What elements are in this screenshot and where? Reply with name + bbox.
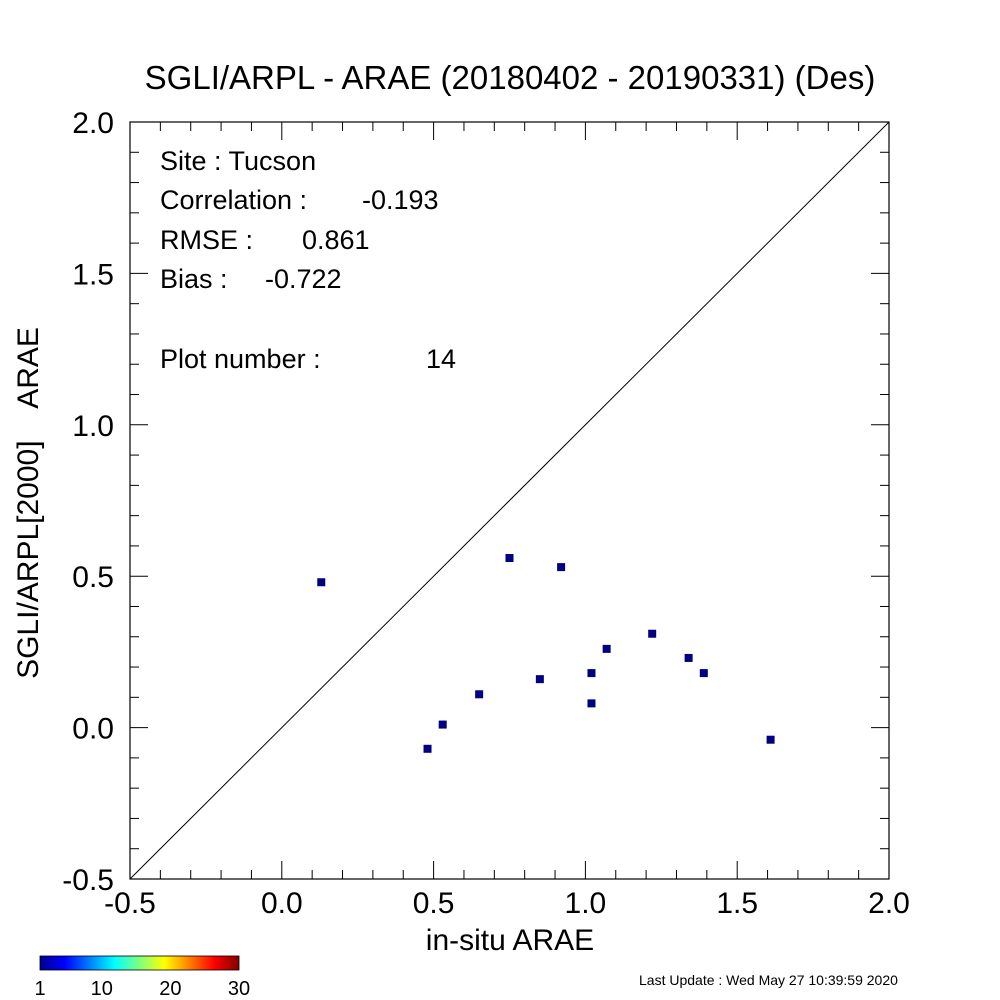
data-point xyxy=(317,578,326,587)
colorbar xyxy=(39,955,240,971)
colorbar-tick-label: 20 xyxy=(159,978,181,1000)
correlation-value: -0.193 xyxy=(362,185,439,215)
x-tick-label: -0.5 xyxy=(104,887,156,920)
data-point xyxy=(475,690,484,699)
y-tick-labels: -0.5 0.0 0.5 1.0 1.5 2.0 xyxy=(62,107,114,897)
stats-annotation: Site : Tucson Correlation : -0.193 RMSE … xyxy=(160,146,456,374)
colorbar-labels: 1 10 20 30 xyxy=(34,978,250,1000)
plot-number-label: Plot number : xyxy=(160,344,321,374)
chart-title: SGLI/ARPL - ARAE (20180402 - 20190331) (… xyxy=(145,59,876,96)
x-tick-label: 0.5 xyxy=(413,887,455,920)
x-tick-label: 0.0 xyxy=(261,887,303,920)
one-to-one-line xyxy=(129,121,890,880)
colorbar-tick-label: 1 xyxy=(34,978,45,1000)
x-tick-label: 2.0 xyxy=(868,887,910,920)
data-point xyxy=(423,744,432,753)
correlation-label: Correlation : xyxy=(160,185,307,215)
x-tick-label: 1.5 xyxy=(716,887,758,920)
x-tick-label: 1.0 xyxy=(565,887,607,920)
data-point xyxy=(587,669,596,678)
x-axis-label: in-situ ARAE xyxy=(426,924,594,957)
last-update-text: Last Update : Wed May 27 10:39:59 2020 xyxy=(639,972,898,988)
rmse-label: RMSE : xyxy=(160,225,253,255)
site-label: Site : Tucson xyxy=(160,146,316,176)
minor-ticks xyxy=(130,122,889,879)
plot-frame xyxy=(129,121,890,880)
plot-number-value: 14 xyxy=(426,344,456,374)
data-point xyxy=(699,669,708,678)
major-ticks xyxy=(130,122,889,879)
y-tick-label: 1.5 xyxy=(72,258,114,291)
y-tick-label: 2.0 xyxy=(72,107,114,140)
x-tick-labels: -0.5 0.0 0.5 1.0 1.5 2.0 xyxy=(104,887,910,920)
y-tick-label: 0.5 xyxy=(72,561,114,594)
colorbar-tick-label: 10 xyxy=(91,978,113,1000)
data-point xyxy=(602,644,611,653)
bias-label: Bias : xyxy=(160,264,228,294)
data-point xyxy=(535,675,544,684)
data-point xyxy=(505,554,514,563)
data-point xyxy=(648,629,657,638)
y-tick-label: 1.0 xyxy=(72,410,114,443)
y-tick-label: 0.0 xyxy=(72,713,114,746)
data-point xyxy=(766,735,775,744)
rmse-value: 0.861 xyxy=(302,225,370,255)
data-point xyxy=(438,720,447,729)
bias-value: -0.722 xyxy=(265,264,342,294)
data-point xyxy=(684,653,693,662)
data-point xyxy=(587,699,596,708)
y-tick-label: -0.5 xyxy=(62,864,114,897)
colorbar-tick-label: 30 xyxy=(228,978,250,1000)
data-point xyxy=(557,563,566,572)
y-axis-label: SGLI/ARPL[2000] ARAE xyxy=(12,327,45,679)
data-points xyxy=(317,554,775,753)
